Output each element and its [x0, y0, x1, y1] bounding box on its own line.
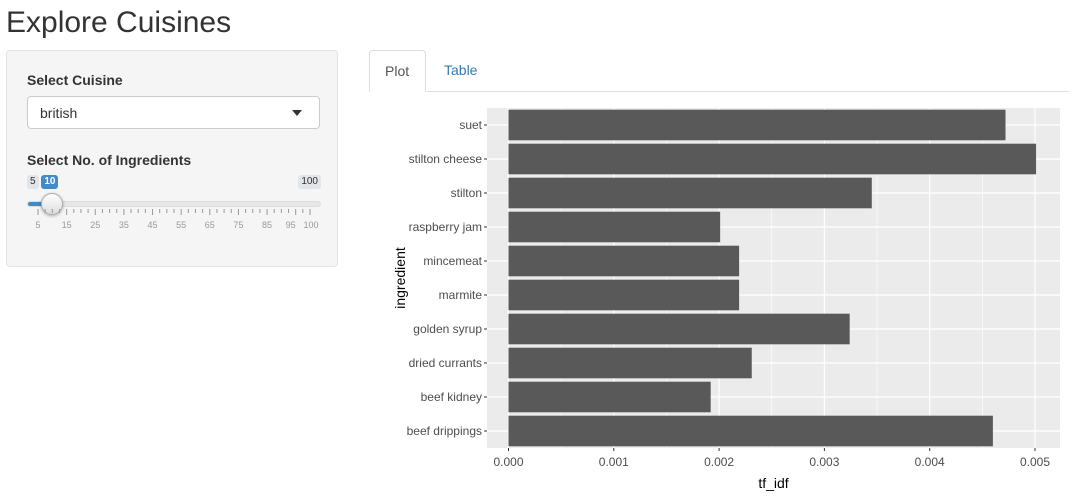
slider-ticks: 5 15 25 35 45 55 65 75 85 95 100 — [35, 209, 319, 230]
slider-tick-label: 5 — [35, 220, 40, 230]
y-tick-label: stilton cheese — [409, 152, 483, 166]
y-tick-label: golden syrup — [413, 322, 482, 336]
y-tick-label: marmite — [439, 288, 483, 302]
y-axis-label: ingredient — [392, 247, 408, 309]
x-tick-label: 0.002 — [704, 455, 734, 469]
slider-handle[interactable] — [41, 193, 64, 215]
page-title: Explore Cuisines — [6, 6, 232, 39]
tfidf-bar-chart: suet stilton cheese stilton raspberry jam mi… — [392, 108, 1060, 491]
y-tick-label: beef kidney — [421, 390, 482, 404]
y-tick-label: raspberry jam — [409, 220, 482, 234]
y-tick-label: stilton — [451, 186, 482, 200]
bar-stilton-cheese — [508, 143, 1037, 175]
y-tick-label: suet — [459, 118, 482, 132]
cuisine-select-value: british — [40, 105, 78, 121]
slider-tick-label: 95 — [286, 220, 296, 230]
y-tick-label: mincemeat — [423, 254, 482, 268]
x-tick-label: 0.001 — [599, 455, 629, 469]
slider-tick-label: 55 — [176, 220, 186, 230]
tab-table[interactable]: Table — [444, 62, 478, 78]
cuisine-select[interactable]: british — [27, 96, 320, 129]
x-tick-label: 0.003 — [809, 455, 839, 469]
tab-plot[interactable]: Plot — [369, 50, 426, 92]
bar-beef-drippings — [508, 415, 993, 447]
slider-tick-label: 45 — [148, 220, 158, 230]
slider-tick-label: 85 — [262, 220, 272, 230]
slider-tick-label: 75 — [233, 220, 243, 230]
bar-beef-kidney — [508, 381, 711, 413]
ingredients-label: Select No. of Ingredients — [27, 152, 192, 168]
x-tick-label: 0.004 — [915, 455, 945, 469]
sidebar-panel: Select Cuisine british Select No. of Ing… — [6, 50, 338, 267]
slider-value-label: 10 — [41, 175, 59, 189]
slider-tick-label: 15 — [62, 220, 72, 230]
slider-fill — [28, 202, 54, 206]
slider-track[interactable] — [27, 201, 321, 207]
bar-stilton — [508, 177, 872, 209]
bar-mincemeat — [508, 245, 740, 277]
bar-dried-currants — [508, 347, 752, 379]
slider-tick-label: 100 — [303, 220, 318, 230]
tab-bar: Plot Table — [369, 50, 1069, 92]
ingredients-slider[interactable]: 5 10 100 5 15 25 35 45 55 65 75 85 95 100 — [27, 175, 321, 235]
slider-max-label: 100 — [298, 175, 321, 189]
slider-tick-label: 35 — [119, 220, 129, 230]
bar-golden-syrup — [508, 313, 850, 345]
slider-tick-label: 25 — [90, 220, 100, 230]
bar-raspberry-jam — [508, 211, 721, 243]
y-tick-label: beef drippings — [407, 424, 482, 438]
x-tick-label: 0.005 — [1020, 455, 1050, 469]
cuisine-label: Select Cuisine — [27, 72, 123, 88]
bar-suet — [508, 109, 1006, 141]
x-tick-label: 0.000 — [493, 455, 523, 469]
slider-tick-label: 65 — [205, 220, 215, 230]
x-axis-label: tf_idf — [758, 475, 788, 491]
bar-marmite — [508, 279, 740, 311]
slider-min-label: 5 — [27, 175, 39, 189]
y-tick-label: dried currants — [409, 356, 482, 370]
chevron-down-icon — [292, 110, 302, 116]
